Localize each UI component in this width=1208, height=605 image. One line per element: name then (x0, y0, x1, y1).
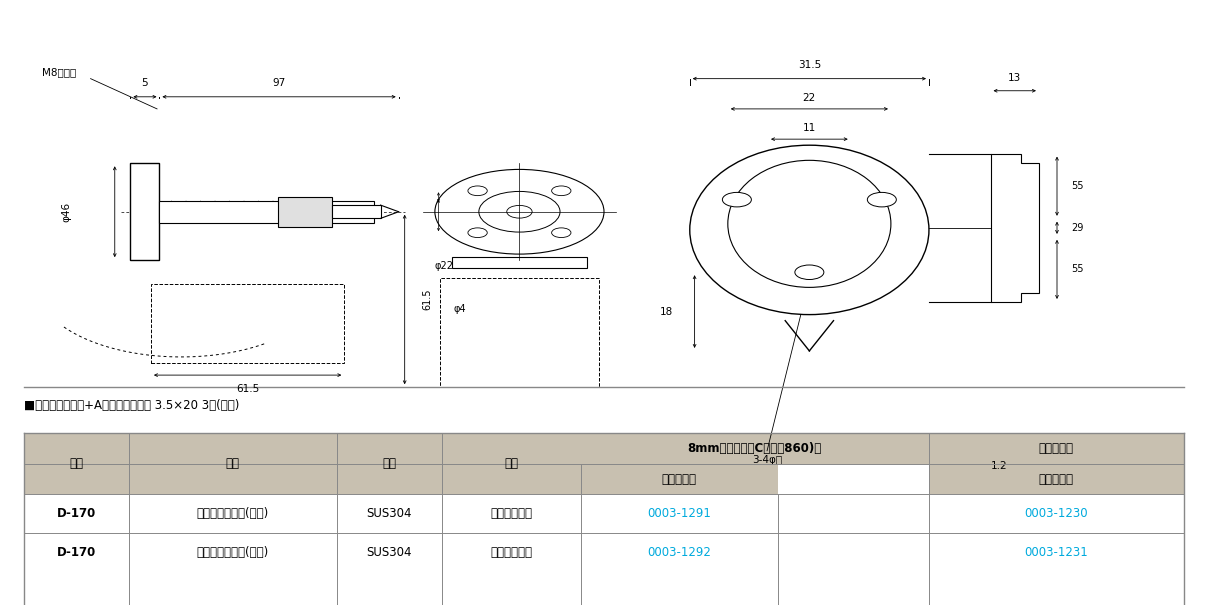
Text: φ22: φ22 (435, 261, 454, 271)
Bar (24, 534, 128, 572)
Bar (929, 534, 1184, 572)
Bar (337, 464, 442, 494)
Text: 61.5: 61.5 (423, 289, 432, 310)
Text: 61.5: 61.5 (236, 384, 260, 394)
Text: 巾木･床付兼用(巾木): 巾木･床付兼用(巾木) (197, 507, 269, 520)
Bar (337, 494, 442, 534)
Text: 0003-1291: 0003-1291 (647, 507, 712, 520)
Text: 29: 29 (1071, 223, 1084, 233)
Bar (581, 494, 778, 534)
Bar (24, 494, 128, 534)
Bar (332, 205, 381, 218)
Circle shape (467, 228, 487, 238)
Bar (929, 494, 1184, 534)
Bar (929, 464, 1184, 494)
Text: 97: 97 (273, 77, 285, 88)
Text: SUS304: SUS304 (367, 546, 412, 560)
Bar (128, 534, 337, 572)
Bar (581, 433, 929, 464)
Text: M8タップ: M8タップ (42, 68, 76, 77)
Circle shape (478, 191, 561, 232)
Bar (337, 433, 442, 494)
Bar (929, 433, 1184, 464)
Text: 13: 13 (1009, 73, 1021, 83)
Circle shape (722, 192, 751, 207)
Text: D-170: D-170 (57, 507, 95, 520)
Text: 0003-1231: 0003-1231 (1024, 546, 1088, 560)
Bar (581, 464, 778, 494)
Text: 31.5: 31.5 (797, 59, 821, 70)
Text: 0003-1292: 0003-1292 (647, 546, 712, 560)
Bar (442, 433, 581, 494)
Circle shape (552, 228, 571, 238)
Circle shape (435, 169, 604, 254)
Bar (778, 534, 929, 572)
Circle shape (467, 186, 487, 195)
Text: 品番: 品番 (69, 457, 83, 469)
Bar (778, 494, 929, 534)
Bar (440, 278, 599, 387)
Text: φ46: φ46 (62, 201, 71, 222)
Text: 仕様: 仕様 (226, 457, 240, 469)
Bar (442, 534, 581, 572)
Bar (278, 197, 332, 227)
Text: 二重丸座付: 二重丸座付 (1039, 442, 1074, 455)
Text: 巾木･床付兼用(床付): 巾木･床付兼用(床付) (197, 546, 269, 560)
Bar (337, 534, 442, 572)
Text: D-170: D-170 (57, 546, 95, 560)
Bar (452, 257, 587, 268)
Bar (778, 464, 929, 494)
Text: 仕上: 仕上 (504, 457, 518, 469)
Bar (151, 284, 344, 363)
Bar (442, 494, 581, 534)
Text: 55: 55 (1071, 181, 1084, 191)
Circle shape (552, 186, 571, 195)
Text: 5: 5 (141, 77, 149, 88)
Text: ヘアーライン: ヘアーライン (490, 507, 533, 520)
Text: 1.2: 1.2 (991, 461, 1007, 471)
Text: 55: 55 (1071, 264, 1084, 275)
Circle shape (506, 206, 532, 218)
Bar (581, 534, 778, 572)
Bar (24, 464, 128, 494)
Bar (128, 433, 337, 494)
Bar (442, 464, 581, 494)
Text: ヘアーライン: ヘアーライン (490, 546, 533, 560)
Text: φ4: φ4 (453, 304, 465, 313)
Text: 8mmアンカー（Cタイプ860)付: 8mmアンカー（Cタイプ860)付 (687, 442, 821, 455)
Text: 11: 11 (803, 123, 815, 133)
Bar (128, 494, 337, 534)
Text: ■付属品／ステン+Aナベタッピング 3.5×20 3本(受用): ■付属品／ステン+Aナベタッピング 3.5×20 3本(受用) (24, 399, 239, 412)
Text: 22: 22 (803, 93, 815, 103)
Ellipse shape (727, 160, 890, 287)
Text: 商品コード: 商品コード (662, 473, 697, 486)
Bar (130, 163, 159, 260)
Circle shape (795, 265, 824, 280)
Ellipse shape (690, 145, 929, 315)
Text: 材質: 材質 (383, 457, 396, 469)
Bar (159, 201, 374, 223)
Bar (128, 464, 337, 494)
Text: 商品コード: 商品コード (1039, 473, 1074, 486)
Polygon shape (991, 154, 1039, 302)
Text: 0003-1230: 0003-1230 (1024, 507, 1088, 520)
Bar (24, 433, 128, 494)
Circle shape (867, 192, 896, 207)
Text: SUS304: SUS304 (367, 507, 412, 520)
Text: 18: 18 (660, 307, 673, 316)
Text: 3-4φ穴: 3-4φ穴 (753, 455, 782, 465)
